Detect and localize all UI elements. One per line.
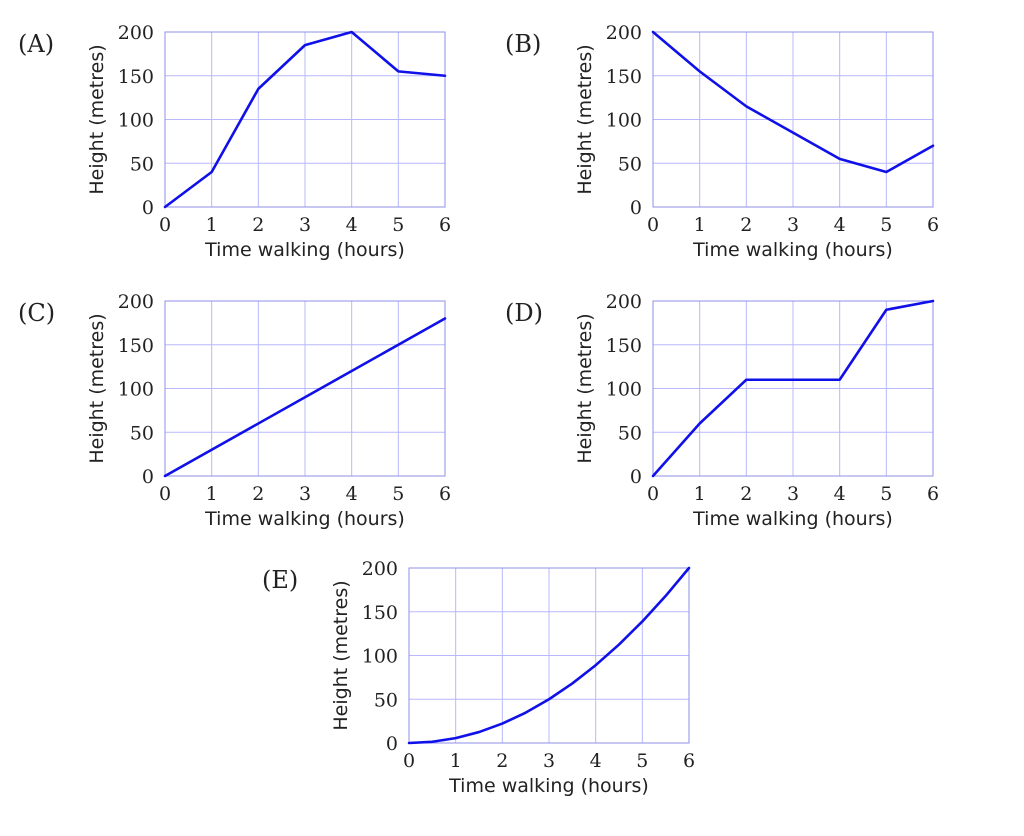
y-axis-title: Height (metres)	[574, 313, 596, 463]
x-tick-label: 0	[159, 483, 171, 505]
chart-panel-a: 0 1 2 3 4 5 6 0 50 100 150 200 Time walking (hours) H…	[18, 22, 451, 261]
series-line	[163, 30, 447, 209]
y-tick-label: 0	[386, 733, 398, 755]
y-tick-label: 200	[362, 558, 398, 580]
y-tick-label: 50	[130, 153, 154, 175]
x-tick-label: 4	[834, 214, 846, 236]
x-axis-title: Time walking (hours)	[692, 508, 893, 530]
y-tick-label: 0	[142, 466, 154, 488]
x-tick-label: 3	[787, 483, 799, 505]
y-tick-label: 0	[142, 197, 154, 219]
x-tick-label: 1	[694, 214, 706, 236]
x-tick-label: 6	[927, 483, 939, 505]
y-tick-label: 50	[618, 153, 642, 175]
x-tick-label: 2	[496, 750, 508, 772]
panel-label: (A)	[18, 30, 54, 58]
series-line	[651, 30, 935, 174]
x-tick-label: 6	[439, 483, 451, 505]
panel-label: (E)	[262, 566, 298, 594]
x-tick-label: 2	[252, 483, 264, 505]
x-tick-label: 5	[392, 483, 404, 505]
x-tick-label: 5	[880, 483, 892, 505]
y-tick-label: 0	[630, 197, 642, 219]
x-tick-label: 4	[346, 214, 358, 236]
x-tick-label: 1	[694, 483, 706, 505]
y-tick-label: 150	[606, 66, 642, 88]
x-tick-label: 0	[403, 750, 415, 772]
x-tick-label: 3	[787, 214, 799, 236]
x-tick-label: 2	[740, 483, 752, 505]
x-axis-title: Time walking (hours)	[204, 508, 405, 530]
x-tick-label: 5	[392, 214, 404, 236]
x-tick-label: 3	[299, 483, 311, 505]
y-tick-label: 0	[630, 466, 642, 488]
chart-panel-d: 0 1 2 3 4 5 6 0 50 100 150 200 Time walking (hours) H…	[505, 291, 939, 530]
x-tick-label: 1	[206, 214, 218, 236]
x-tick-label: 5	[636, 750, 648, 772]
series-line	[407, 566, 691, 745]
panel-label: (B)	[505, 30, 541, 58]
x-tick-label: 6	[927, 214, 939, 236]
chart-panel-e: 0 1 2 3 4 5 6 0 50 100 150 200 Time walking (hours) H…	[262, 558, 695, 797]
y-axis-title: Height (metres)	[574, 44, 596, 194]
x-tick-label: 6	[439, 214, 451, 236]
x-axis-title: Time walking (hours)	[448, 775, 649, 797]
y-tick-label: 150	[118, 335, 154, 357]
x-tick-label: 6	[683, 750, 695, 772]
y-tick-label: 100	[118, 110, 154, 132]
y-tick-label: 200	[118, 22, 154, 44]
plot-frame	[652, 31, 934, 208]
plot-frame	[164, 31, 446, 208]
x-tick-label: 5	[880, 214, 892, 236]
plot-frame	[408, 567, 690, 744]
y-tick-label: 150	[362, 602, 398, 624]
y-tick-label: 50	[618, 422, 642, 444]
panel-label: (C)	[18, 299, 55, 327]
x-tick-label: 4	[346, 483, 358, 505]
series-line	[651, 299, 935, 478]
y-tick-label: 50	[374, 689, 398, 711]
y-axis-title: Height (metres)	[330, 580, 352, 730]
y-tick-label: 50	[130, 422, 154, 444]
x-tick-label: 0	[647, 214, 659, 236]
x-tick-label: 4	[834, 483, 846, 505]
x-tick-label: 1	[450, 750, 462, 772]
y-tick-label: 200	[118, 291, 154, 313]
chart-panel-c: 0 1 2 3 4 5 6 0 50 100 150 200 Time walking (hours) H…	[18, 291, 451, 530]
x-tick-label: 2	[740, 214, 752, 236]
x-tick-label: 2	[252, 214, 264, 236]
chart-panel-b: 0 1 2 3 4 5 6 0 50 100 150 200 Time walking (hours) H…	[505, 22, 939, 261]
x-tick-label: 3	[299, 214, 311, 236]
plot-frame	[164, 300, 446, 477]
x-axis-title: Time walking (hours)	[692, 239, 893, 261]
y-tick-label: 200	[606, 22, 642, 44]
y-tick-label: 100	[606, 379, 642, 401]
plot-frame	[652, 300, 934, 477]
x-tick-label: 1	[206, 483, 218, 505]
y-tick-label: 200	[606, 291, 642, 313]
y-tick-label: 150	[606, 335, 642, 357]
y-tick-label: 150	[118, 66, 154, 88]
y-tick-label: 100	[606, 110, 642, 132]
x-tick-label: 4	[590, 750, 602, 772]
panel-label: (D)	[505, 299, 543, 327]
y-axis-title: Height (metres)	[86, 313, 108, 463]
x-tick-label: 3	[543, 750, 555, 772]
x-axis-title: Time walking (hours)	[204, 239, 405, 261]
x-tick-label: 0	[647, 483, 659, 505]
y-tick-label: 100	[362, 646, 398, 668]
series-line	[163, 317, 447, 478]
y-tick-label: 100	[118, 379, 154, 401]
y-axis-title: Height (metres)	[86, 44, 108, 194]
x-tick-label: 0	[159, 214, 171, 236]
